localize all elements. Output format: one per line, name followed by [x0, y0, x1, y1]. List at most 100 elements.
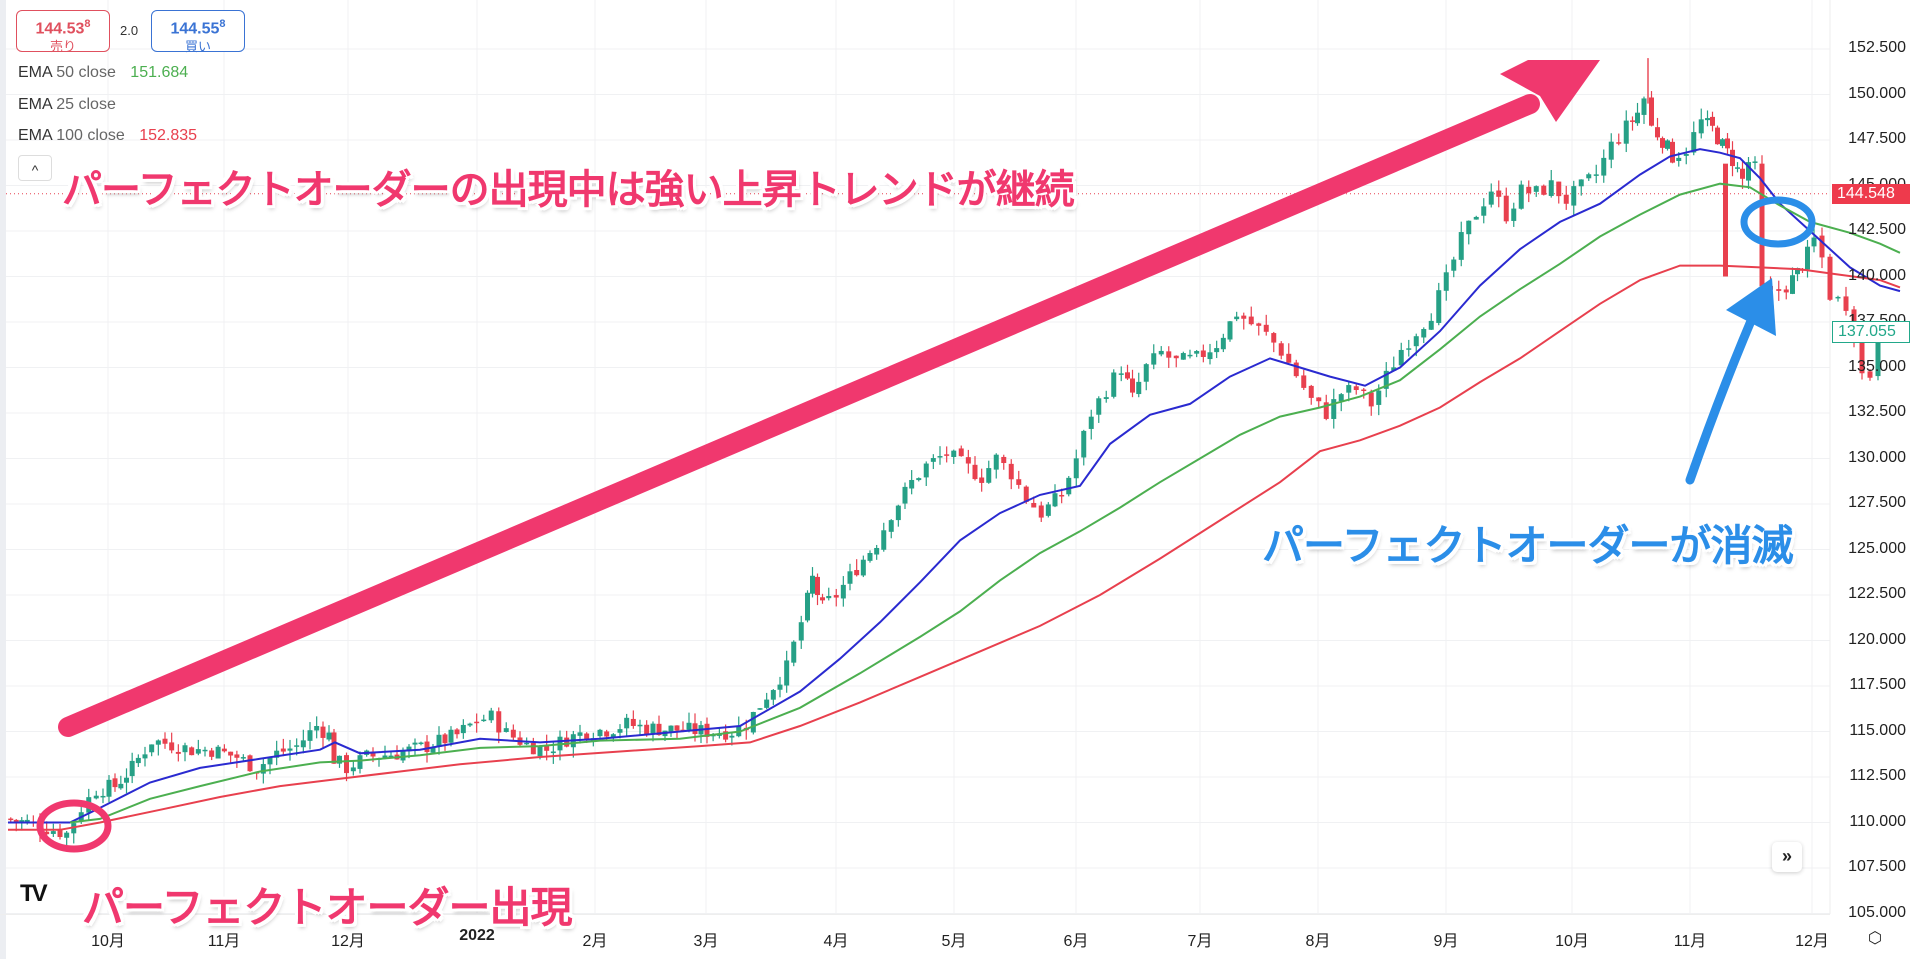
- candle-body: [1563, 194, 1569, 204]
- chart-settings-button[interactable]: ⬡: [1864, 928, 1886, 950]
- candle-body: [770, 690, 776, 700]
- candle-body: [650, 723, 656, 734]
- buy-price-pip: 8: [219, 18, 226, 30]
- ema-line: [69, 182, 1901, 824]
- candle-body: [189, 747, 195, 756]
- x-axis-label: 2月: [582, 933, 608, 950]
- sell-label: 売り: [49, 39, 76, 55]
- sell-price: 144.53: [35, 20, 85, 38]
- uptrend-arrow-head-fill: [1500, 60, 1600, 122]
- y-axis-label: 130.000: [1848, 448, 1906, 466]
- candle-body: [1443, 272, 1449, 291]
- candle-body: [1220, 337, 1226, 350]
- candle-body: [460, 724, 466, 734]
- legend-ema-100-name: EMA: [18, 127, 52, 144]
- candle-body: [951, 450, 957, 457]
- candle-body: [1338, 394, 1344, 402]
- candle-body: [584, 733, 590, 740]
- candle-body: [430, 747, 436, 753]
- legend-ema-100[interactable]: EMA 100 close 152.835: [18, 127, 197, 145]
- candle-body: [467, 723, 473, 726]
- x-axis-label: 11月: [1673, 933, 1707, 950]
- candle-body: [1683, 153, 1689, 156]
- candle-body: [1715, 127, 1720, 145]
- annotation-perfect-order-appears: パーフェクトオーダー出現: [82, 883, 572, 932]
- y-axis-label: 150.000: [1848, 84, 1906, 102]
- legend-collapse-button[interactable]: ^: [18, 155, 52, 181]
- candle-body: [481, 719, 487, 722]
- candle-body: [833, 595, 839, 598]
- candle-body: [729, 735, 735, 738]
- candle-body: [902, 486, 908, 504]
- candle-body: [637, 724, 643, 727]
- candle-body: [129, 760, 135, 777]
- candle-body: [1601, 157, 1607, 176]
- candle-body: [1481, 206, 1487, 216]
- candle-body: [1752, 161, 1758, 163]
- candle-body: [388, 755, 394, 758]
- candle-body: [1406, 348, 1412, 350]
- candle-body: [370, 751, 376, 757]
- candle-body: [1376, 390, 1382, 405]
- candle-body: [815, 576, 820, 596]
- candle-body: [1031, 502, 1037, 508]
- y-axis-label: 140.000: [1848, 266, 1906, 284]
- candle-body: [750, 711, 756, 733]
- sell-button[interactable]: 144.538 売り: [16, 10, 110, 55]
- candle-body: [1776, 289, 1782, 291]
- legend-ema-25[interactable]: EMA 25 close: [18, 96, 116, 114]
- candle-body: [1103, 397, 1109, 399]
- candle-body: [118, 783, 124, 789]
- buy-button[interactable]: 144.558 買い: [151, 10, 245, 54]
- candle-body: [1593, 174, 1599, 176]
- x-axis-label: 5月: [941, 933, 967, 950]
- candle-body: [1473, 216, 1479, 220]
- candle-body: [488, 710, 494, 721]
- y-axis-label: 110.000: [1849, 812, 1906, 830]
- candle-body: [860, 559, 866, 576]
- candle-body: [1263, 324, 1269, 332]
- candle-body: [840, 584, 846, 599]
- candle-body: [503, 728, 509, 732]
- scroll-to-realtime-button[interactable]: »: [1772, 842, 1802, 872]
- candle-body: [326, 732, 332, 740]
- legend-ema-50[interactable]: EMA 50 close 151.684: [18, 64, 188, 82]
- candle-body: [1125, 372, 1130, 379]
- candle-body: [1635, 112, 1640, 124]
- candle-body: [1795, 268, 1800, 275]
- candle-body: [656, 723, 662, 736]
- candle-body: [1234, 316, 1240, 320]
- candle-body: [448, 729, 454, 743]
- y-axis-label: 107.500: [1848, 858, 1906, 875]
- candle-body: [617, 729, 623, 733]
- candle-body: [597, 729, 603, 737]
- candle-body: [1735, 167, 1740, 169]
- candle-body: [1111, 372, 1117, 397]
- candle-body: [1256, 323, 1262, 326]
- x-axis-label: 12月: [1795, 933, 1829, 950]
- candle-body: [1143, 364, 1149, 382]
- candle-body: [1391, 367, 1397, 371]
- blue-arrow-head: [1726, 278, 1776, 336]
- x-axis-label: 11月: [207, 933, 241, 950]
- candle-body: [916, 478, 922, 481]
- candle-body: [1571, 186, 1577, 206]
- candle-body: [692, 723, 698, 735]
- x-axis-label: 10月: [1555, 933, 1589, 950]
- candle-body: [1001, 456, 1007, 464]
- candle-body: [337, 755, 342, 764]
- candle-body: [757, 708, 763, 710]
- candle-body: [784, 660, 790, 686]
- legend-ema-25-params: 25 close: [56, 96, 116, 113]
- candle-body: [287, 748, 293, 751]
- candle-body: [1180, 353, 1186, 360]
- tradingview-logo[interactable]: TV: [20, 880, 48, 907]
- candle-body: [686, 722, 692, 730]
- candle-body: [1166, 351, 1172, 358]
- x-axis-label: 9月: [1433, 933, 1459, 950]
- ema-line: [8, 264, 1901, 831]
- candle-body: [909, 479, 915, 489]
- candle-body: [1458, 232, 1464, 260]
- y-axis-label: 105.000: [1848, 903, 1906, 921]
